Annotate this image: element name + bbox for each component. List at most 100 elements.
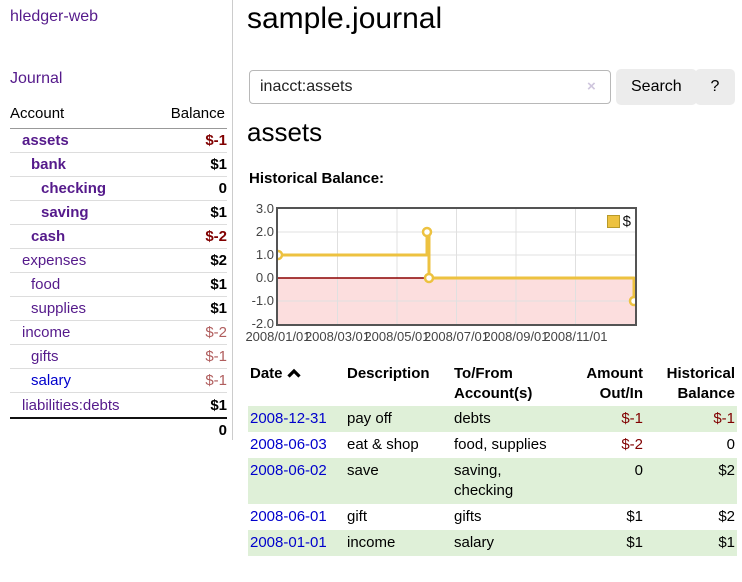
y-tick: -1.0 xyxy=(251,293,274,308)
transaction-description: pay off xyxy=(347,410,392,427)
account-row-supplies[interactable]: supplies $1 xyxy=(10,297,227,321)
transaction-balance: 0 xyxy=(726,436,735,453)
plot-area: $ xyxy=(272,207,640,326)
balance-line-graphic xyxy=(272,209,640,324)
transaction-accounts: food, supplies xyxy=(454,436,547,453)
account-link[interactable]: checking xyxy=(41,180,107,197)
transaction-balance: $2 xyxy=(718,462,735,479)
x-tick: 2008/11/01 xyxy=(543,329,608,344)
accounts-total: 0 xyxy=(218,421,227,439)
account-heading: assets xyxy=(247,117,323,147)
transaction-row: 2008-06-02 save saving, checking 0 $2 xyxy=(248,458,737,504)
account-row-gifts[interactable]: gifts $-1 xyxy=(10,345,227,369)
accounts-header: To/From Account(s) xyxy=(454,365,533,402)
accounts-table: Account Balance assets $-1 bank $1 check… xyxy=(10,102,227,441)
account-row-checking[interactable]: checking 0 xyxy=(10,177,227,201)
account-link[interactable]: assets xyxy=(22,132,69,149)
account-row-cash[interactable]: cash $-2 xyxy=(10,225,227,249)
accounts-table-header: Account Balance xyxy=(10,102,227,129)
balance-header: Historical Balance xyxy=(666,365,735,402)
y-tick: 3.0 xyxy=(255,201,274,216)
x-tick: 2008/03/01 xyxy=(304,329,371,344)
date-header[interactable]: Date xyxy=(248,362,345,406)
transaction-amount: $-1 xyxy=(621,410,643,427)
transaction-date-link[interactable]: 2008-06-03 xyxy=(250,436,327,453)
account-row-food[interactable]: food $1 xyxy=(10,273,227,297)
nav-journal-link[interactable]: Journal xyxy=(10,70,63,87)
transaction-accounts: saving, checking xyxy=(454,462,514,499)
transaction-date-link[interactable]: 2008-01-01 xyxy=(250,534,327,551)
y-tick: 0.0 xyxy=(255,270,274,285)
search-form: × Search ? xyxy=(249,69,737,105)
account-balance: $2 xyxy=(210,252,227,269)
search-button[interactable]: Search xyxy=(616,69,697,105)
transaction-amount: 0 xyxy=(634,462,643,479)
transaction-row: 2008-06-01 gift gifts $1 $2 xyxy=(248,504,737,530)
account-balance: $-1 xyxy=(205,348,227,365)
account-row-liabilities-debts[interactable]: liabilities:debts $1 xyxy=(10,393,227,417)
transaction-amount: $1 xyxy=(626,508,643,525)
account-balance: $1 xyxy=(210,156,227,173)
page-title: sample.journal xyxy=(247,2,443,35)
transactions-table: Date Description To/From Account(s) Amou… xyxy=(248,362,737,556)
account-link[interactable]: expenses xyxy=(22,252,87,269)
account-link[interactable]: salary xyxy=(31,372,72,389)
x-tick: 2008/01/01 xyxy=(245,329,311,344)
transaction-amount: $1 xyxy=(626,534,643,551)
description-header: Description xyxy=(347,365,430,382)
legend-label: $ xyxy=(622,213,631,230)
clear-search-icon[interactable]: × xyxy=(587,78,596,95)
x-tick: 2008/09/01 xyxy=(483,329,549,344)
transaction-balance: $1 xyxy=(718,534,735,551)
transaction-date-link[interactable]: 2008-06-01 xyxy=(250,508,327,525)
help-button[interactable]: ? xyxy=(695,69,735,105)
x-tick: 2008/05/01 xyxy=(364,329,430,344)
transaction-description: income xyxy=(347,534,396,551)
transaction-accounts: gifts xyxy=(454,508,482,525)
account-link[interactable]: supplies xyxy=(31,300,87,317)
balance-column-header: Balance xyxy=(170,105,225,122)
brand-link[interactable]: hledger-web xyxy=(10,8,99,25)
account-link[interactable]: food xyxy=(31,276,61,293)
account-balance: $-2 xyxy=(205,228,227,245)
transaction-description: save xyxy=(347,462,379,479)
account-row-saving[interactable]: saving $1 xyxy=(10,201,227,225)
sidebar: hledger-web Journal Account Balance asse… xyxy=(0,0,233,440)
transaction-accounts: salary xyxy=(454,534,495,551)
transaction-balance: $2 xyxy=(718,508,735,525)
account-balance: $-2 xyxy=(205,324,227,341)
y-tick: 2.0 xyxy=(255,224,274,239)
account-link[interactable]: income xyxy=(22,324,71,341)
account-link[interactable]: bank xyxy=(31,156,67,173)
account-link[interactable]: saving xyxy=(41,204,89,221)
account-balance: $1 xyxy=(210,300,227,317)
account-balance: $-1 xyxy=(205,372,227,389)
account-link[interactable]: gifts xyxy=(31,348,59,365)
search-input[interactable] xyxy=(249,70,611,104)
y-tick: 1.0 xyxy=(255,247,274,262)
account-link[interactable]: cash xyxy=(31,228,66,245)
transactions-header-row: Date Description To/From Account(s) Amou… xyxy=(248,362,737,406)
account-row-expenses[interactable]: expenses $2 xyxy=(10,249,227,273)
historical-balance-chart: 3.0 2.0 1.0 0.0 -1.0 -2.0 $ 2008/01/01 2 xyxy=(245,200,708,350)
chart-title: Historical Balance: xyxy=(249,170,385,187)
transaction-balance: $-1 xyxy=(713,410,735,427)
sort-ascending-icon xyxy=(286,368,301,378)
account-link[interactable]: liabilities:debts xyxy=(22,396,120,414)
amount-header: Amount Out/In xyxy=(586,365,643,402)
transaction-amount: $-2 xyxy=(621,436,643,453)
account-balance: 0 xyxy=(218,180,227,197)
account-row-assets[interactable]: assets $-1 xyxy=(10,129,227,153)
chart-legend: $ xyxy=(606,213,631,230)
accounts-total-row: 0 xyxy=(10,417,227,441)
transaction-description: gift xyxy=(347,508,368,525)
x-tick: 2008/07/01 xyxy=(423,329,490,344)
transaction-date-link[interactable]: 2008-06-02 xyxy=(250,462,327,479)
account-row-bank[interactable]: bank $1 xyxy=(10,153,227,177)
transaction-row: 2008-12-31 pay off debts $-1 $-1 xyxy=(248,406,737,432)
transaction-date-link[interactable]: 2008-12-31 xyxy=(250,410,327,427)
account-row-income[interactable]: income $-2 xyxy=(10,321,227,345)
transaction-accounts: debts xyxy=(454,410,491,427)
account-row-salary[interactable]: salary $-1 xyxy=(10,369,227,393)
account-column-header: Account xyxy=(10,105,65,122)
